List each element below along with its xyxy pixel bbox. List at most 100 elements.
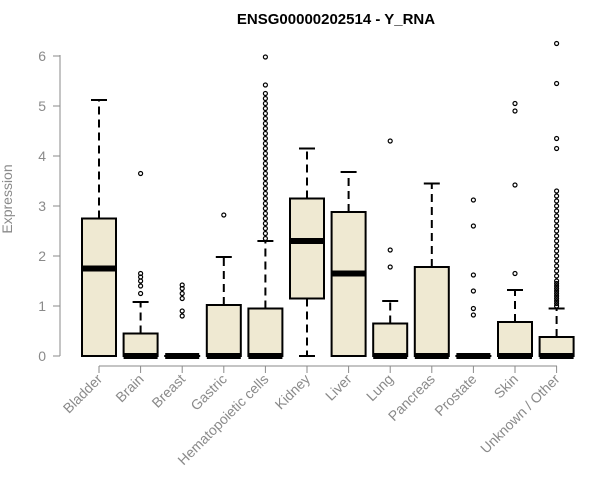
outlier-point xyxy=(262,225,268,232)
outlier-point xyxy=(262,100,268,107)
y-tick-label: 2 xyxy=(38,248,46,264)
outlier-point xyxy=(470,305,476,312)
outlier-point xyxy=(553,263,560,269)
outlier-point xyxy=(470,223,476,229)
category-label: Unknown / Other xyxy=(477,371,563,457)
category-label: Lung xyxy=(363,371,396,404)
box-group xyxy=(205,212,242,359)
outlier-point xyxy=(262,230,268,237)
box-group xyxy=(247,54,284,359)
outlier-point xyxy=(553,280,560,287)
outlier-point xyxy=(262,200,268,207)
outlier-point xyxy=(138,170,144,177)
outlier-point xyxy=(553,228,560,234)
outlier-point xyxy=(138,290,144,297)
y-tick-label: 4 xyxy=(38,148,46,164)
box xyxy=(81,217,117,357)
outlier-point xyxy=(221,212,227,218)
outlier-point xyxy=(553,203,560,209)
outlier-point xyxy=(138,283,144,289)
outlier-point xyxy=(512,108,518,114)
outlier-point xyxy=(262,82,268,88)
outlier-point xyxy=(553,238,560,244)
box-group xyxy=(289,147,325,357)
outlier-point xyxy=(553,80,560,87)
y-tick-label: 5 xyxy=(38,98,46,114)
category-label: Bladder xyxy=(60,371,106,417)
outlier-point xyxy=(553,40,560,47)
outlier-point xyxy=(553,273,560,279)
outlier-point xyxy=(262,150,268,157)
box-group xyxy=(455,197,492,359)
outlier-point xyxy=(262,180,268,187)
outlier-point xyxy=(553,285,560,292)
outlier-point xyxy=(262,205,268,212)
box xyxy=(289,197,325,300)
outlier-point xyxy=(387,264,393,270)
outlier-point xyxy=(262,120,268,127)
category-label: Brain xyxy=(112,371,146,405)
category-label: Breast xyxy=(148,371,188,411)
box-group xyxy=(413,182,450,359)
outlier-point xyxy=(262,110,268,117)
outlier-point xyxy=(262,130,268,137)
category-label: Skin xyxy=(491,371,522,402)
outlier-point xyxy=(262,170,268,177)
box xyxy=(497,321,533,357)
outlier-point xyxy=(262,115,268,122)
outlier-point xyxy=(262,235,268,242)
box xyxy=(413,266,450,357)
outlier-point xyxy=(387,138,393,144)
outlier-point xyxy=(512,182,518,188)
box-group xyxy=(538,40,575,359)
chart-title: ENSG00000202514 - Y_RNA xyxy=(237,11,435,28)
outlier-point xyxy=(470,197,476,203)
y-ticks: 0 1 2 3 4 5 6 xyxy=(38,48,60,364)
outlier-point xyxy=(553,268,560,274)
outlier-point xyxy=(553,135,560,142)
outlier-point xyxy=(262,175,268,182)
outlier-point xyxy=(553,253,560,259)
outlier-point xyxy=(262,125,268,132)
outlier-point xyxy=(262,155,268,162)
box xyxy=(247,307,284,357)
outlier-point xyxy=(512,270,518,277)
outlier-point xyxy=(179,313,185,319)
box-group xyxy=(330,171,367,357)
outlier-point xyxy=(553,223,560,229)
y-tick-label: 1 xyxy=(38,298,46,314)
box-group xyxy=(81,99,117,357)
outlier-point xyxy=(553,243,560,249)
outlier-point xyxy=(553,213,560,219)
outlier-point xyxy=(553,198,560,204)
outlier-point xyxy=(553,290,560,297)
outlier-point xyxy=(262,195,268,202)
outlier-point xyxy=(553,233,560,239)
outlier-point xyxy=(553,295,560,302)
outlier-point xyxy=(262,105,268,112)
outlier-point xyxy=(138,278,144,284)
category-label: Prostate xyxy=(431,371,479,419)
y-axis-label: Expression xyxy=(0,164,15,233)
outlier-point xyxy=(553,283,560,289)
category-label: Liver xyxy=(322,371,355,404)
y-tick-label: 3 xyxy=(38,198,46,214)
outlier-point xyxy=(553,145,560,152)
outlier-point xyxy=(470,288,476,294)
outlier-point xyxy=(262,165,268,172)
outlier-point xyxy=(262,160,268,167)
box-group xyxy=(164,282,201,359)
outlier-point xyxy=(553,218,560,224)
outlier-point xyxy=(179,282,185,288)
box xyxy=(122,332,159,357)
box-group xyxy=(372,138,409,359)
box xyxy=(330,211,367,357)
outlier-point xyxy=(262,210,268,217)
outlier-point xyxy=(262,190,268,197)
box-group xyxy=(122,170,159,359)
outlier-point xyxy=(553,188,560,194)
outlier-point xyxy=(470,312,476,318)
outlier-point xyxy=(262,90,268,97)
